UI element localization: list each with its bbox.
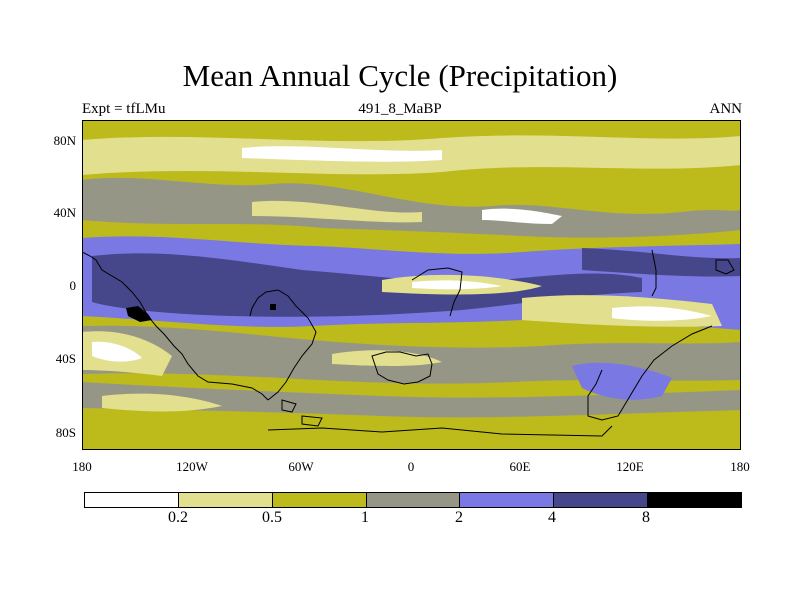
y-tick-40s: 40S — [55, 351, 76, 366]
x-tick-120w: 120W — [176, 459, 208, 474]
map-frame — [82, 120, 741, 450]
colorbar-segment-4 — [460, 493, 555, 507]
coastline-africa-south — [371, 351, 433, 385]
colorbar-label-0.2: 0.2 — [168, 509, 188, 526]
region-light-south — [102, 393, 222, 412]
region-dry-southwest — [92, 341, 142, 362]
region-gray-south-storm — [82, 382, 741, 418]
coastline-australia — [587, 325, 713, 421]
colorbar-segment-1 — [178, 493, 273, 507]
region-very-wet-east — [582, 248, 741, 277]
region-extreme-precip-2 — [270, 304, 276, 310]
colorbar-segment-0 — [85, 493, 179, 507]
time-period-label: 491_8_MaBP — [358, 101, 442, 117]
region-very-wet-tropics — [92, 253, 642, 317]
region-light-subtropic-north — [252, 200, 422, 223]
colorbar-label-4: 4 — [548, 509, 556, 526]
coastline-asia-east — [651, 249, 657, 297]
region-wet-south-indian — [572, 362, 672, 400]
x-tick-120e: 120E — [616, 459, 644, 474]
region-gray-north — [82, 177, 741, 238]
colorbar-label-1: 1 — [361, 509, 369, 526]
x-tick-0: 0 — [407, 459, 415, 474]
coastline-island-3 — [715, 259, 735, 275]
colorbar — [84, 492, 742, 508]
coastlines — [82, 249, 735, 437]
region-dry-north — [242, 146, 442, 162]
y-tick-40n: 40N — [53, 205, 76, 220]
colorbar-segment-5 — [554, 493, 649, 507]
region-extreme-precip-1 — [126, 306, 152, 322]
region-light-south-atlantic — [332, 350, 442, 366]
precipitation-map — [82, 120, 741, 450]
region-dry-south-pacific — [612, 306, 712, 321]
y-tick-80s: 80S — [55, 425, 76, 440]
x-tick-60e: 60E — [509, 459, 531, 474]
experiment-label: Expt = tfLMu — [82, 101, 166, 117]
plot-title: Mean Annual Cycle (Precipitation) — [182, 58, 618, 93]
coastline-south-america-east — [249, 289, 317, 401]
region-dry-subtropic-north — [482, 208, 562, 224]
region-dry-atlantic — [412, 280, 502, 290]
colorbar-label-2: 2 — [455, 509, 463, 526]
coastline-island-1 — [281, 399, 297, 413]
colorbar-segment-3 — [366, 493, 461, 507]
coastline-americas-west — [82, 251, 269, 401]
colorbar-segment-6 — [648, 493, 742, 507]
x-tick-180w: 180 — [72, 459, 92, 474]
map-svg — [82, 120, 741, 450]
colorbar-label-0.5: 0.5 — [262, 509, 282, 526]
season-label: ANN — [709, 101, 743, 117]
colorbar-label-8: 8 — [642, 509, 650, 526]
x-tick-60w: 60W — [288, 459, 314, 474]
coastline-island-2 — [301, 415, 323, 427]
y-tick-80n: 80N — [53, 133, 76, 148]
coastline-antarctica — [267, 425, 613, 437]
region-antarctic — [82, 420, 741, 450]
y-tick-0: 0 — [69, 278, 77, 293]
coastline-africa-north — [411, 267, 463, 317]
x-tick-180e: 180 — [730, 459, 750, 474]
colorbar-segment-2 — [272, 493, 367, 507]
